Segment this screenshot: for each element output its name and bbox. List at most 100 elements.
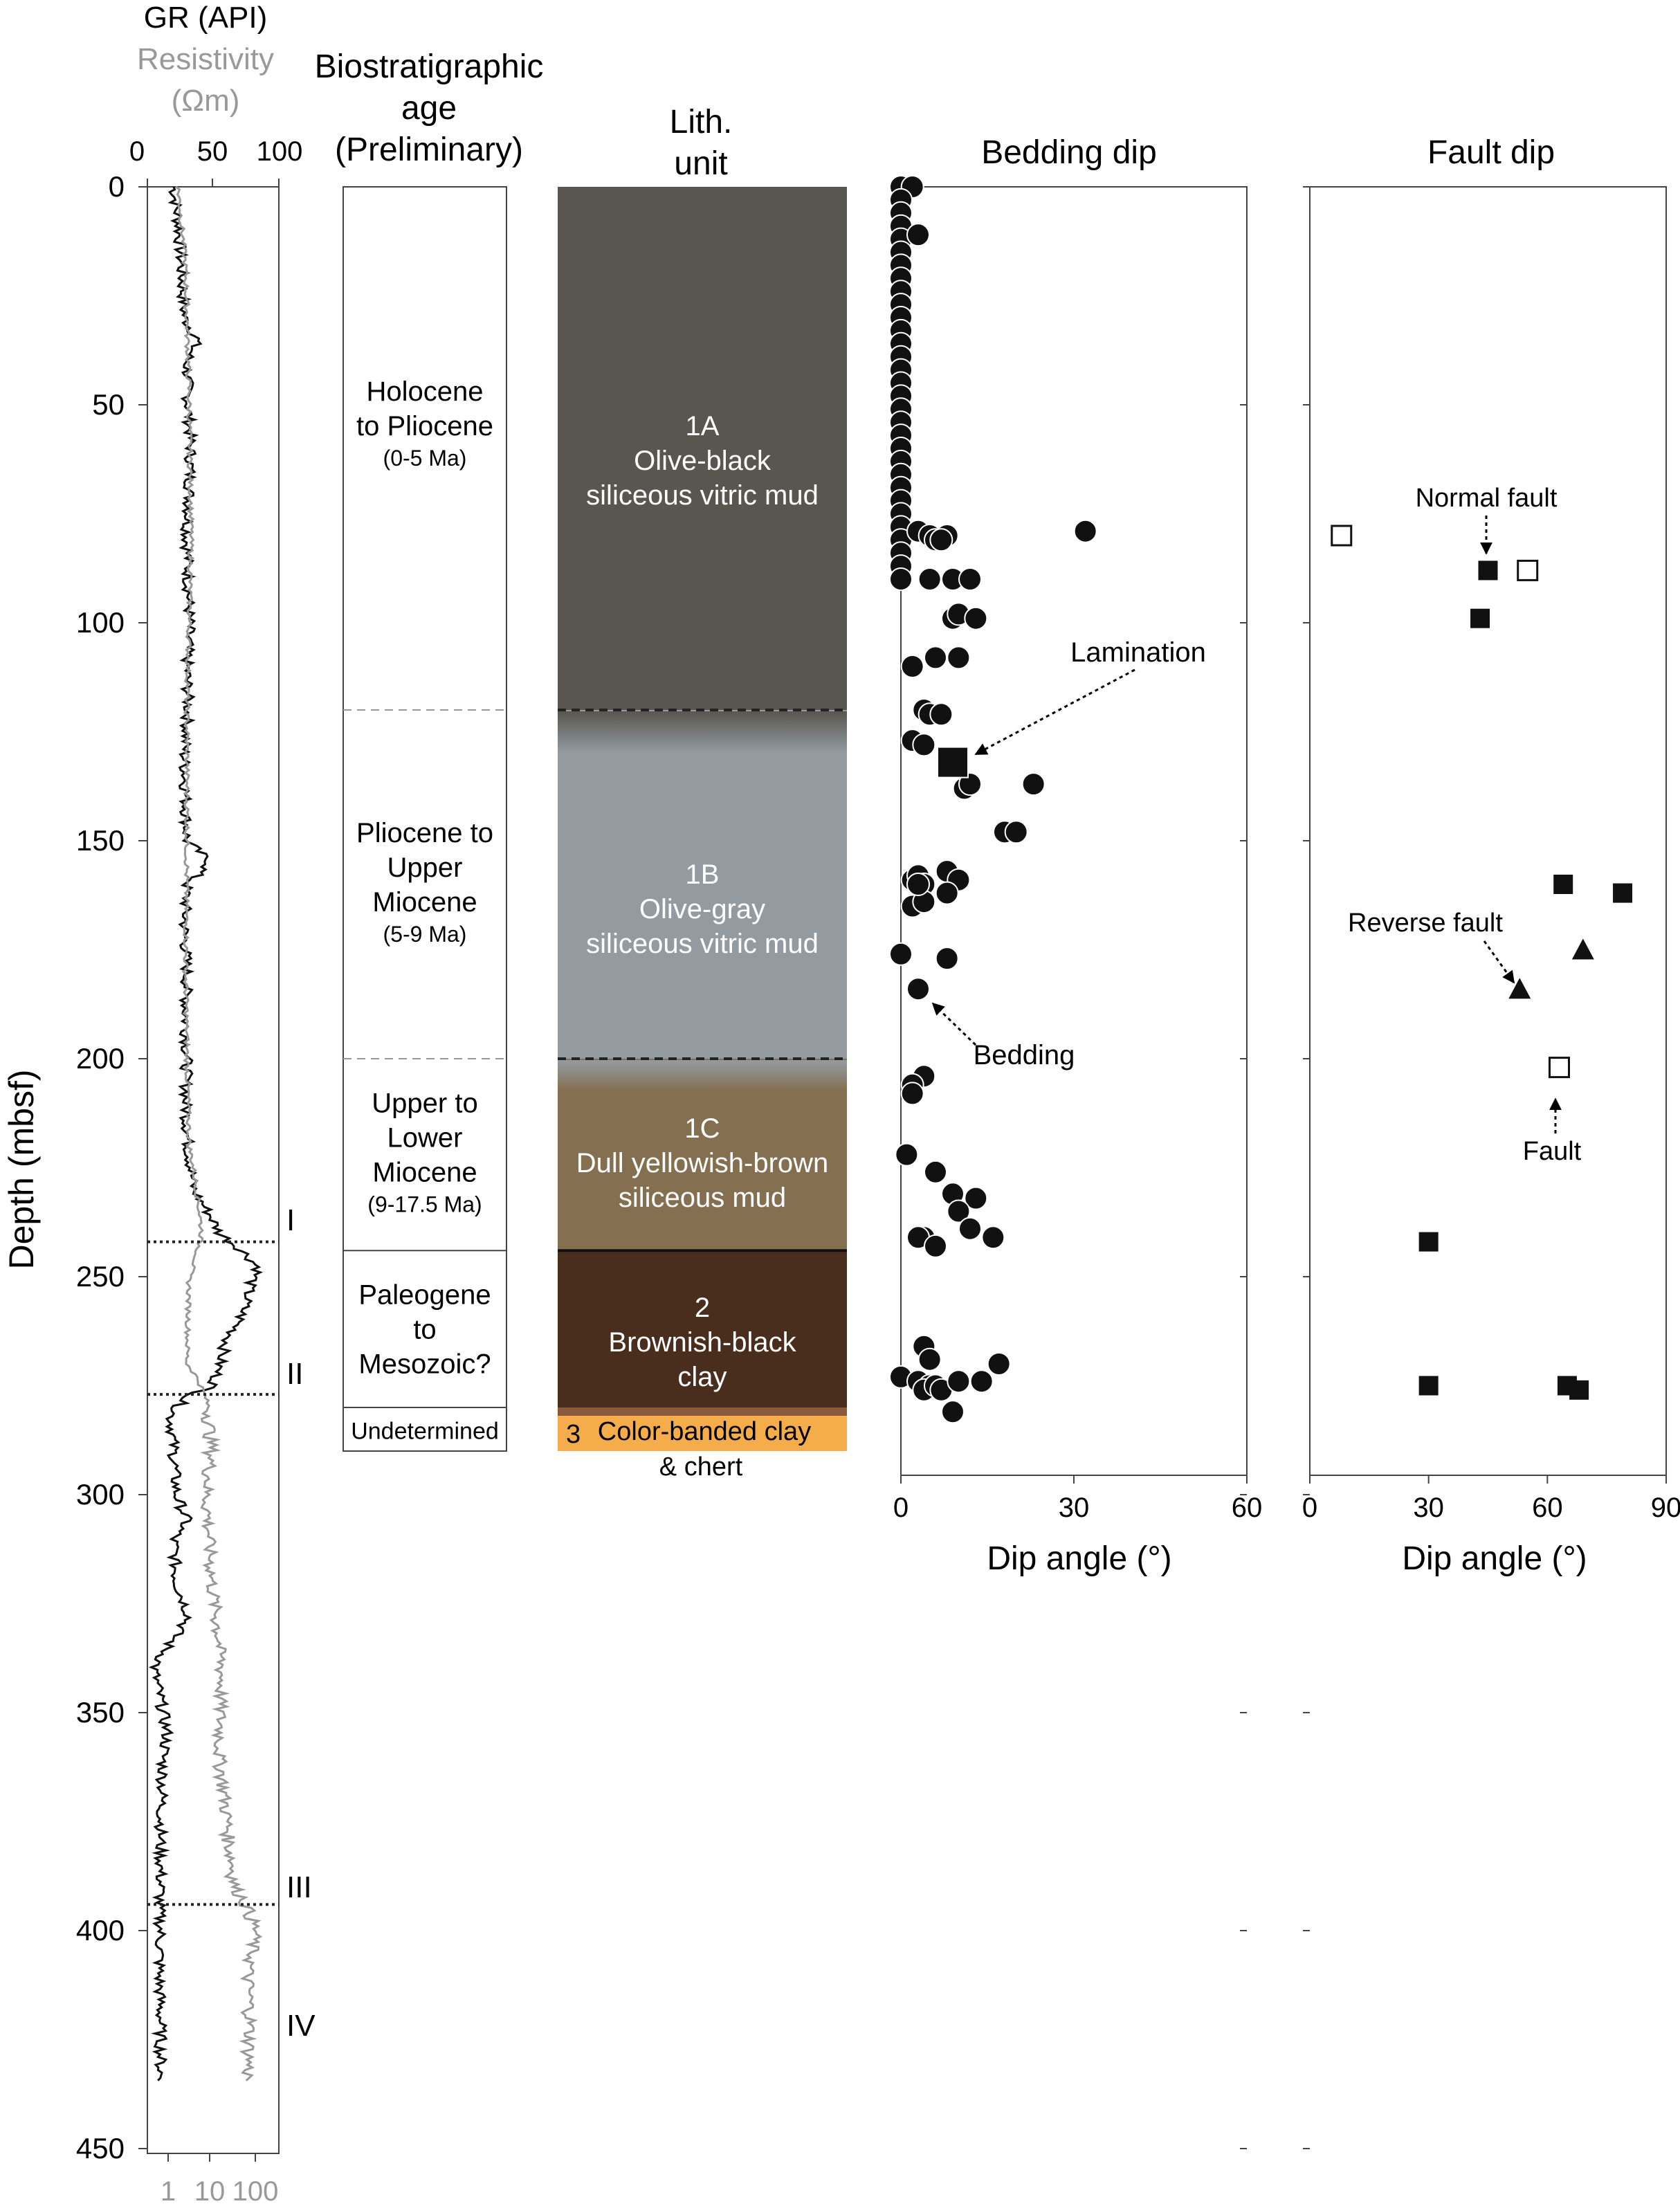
reverse-fault-annotation: Reverse fault — [1348, 909, 1515, 984]
depth-tick-label: 100 — [76, 606, 125, 639]
lith-unit-label: Olive-gray — [639, 894, 765, 924]
fault-x-tick-label: 0 — [1302, 1493, 1317, 1523]
bedding-point — [935, 881, 959, 905]
bedding-point — [958, 1216, 982, 1241]
bedding-points — [889, 175, 1097, 1424]
lith-unit-label: Dull yellowish-brown — [576, 1148, 829, 1178]
bedding-point — [906, 223, 930, 247]
lamination-point — [937, 746, 969, 778]
fault-label: Fault — [1523, 1137, 1582, 1166]
reverse-fault-point — [1571, 938, 1594, 960]
bedding-point — [964, 1186, 988, 1210]
bedding-point — [1021, 772, 1046, 796]
age-label: Pliocene to — [356, 818, 493, 848]
reverse-fault-point — [1508, 978, 1531, 999]
lith-unit-id: 1B — [686, 859, 720, 890]
bedding-point — [947, 646, 971, 670]
lith-unit-label: Color-banded clay — [598, 1417, 811, 1446]
lith-title: unit — [674, 145, 727, 182]
lith-transition — [558, 1060, 847, 1091]
bedding-frame — [900, 186, 1248, 1476]
fault-xlabel: Dip angle (°) — [1402, 1540, 1587, 1577]
lith-unit-label: & chert — [659, 1452, 743, 1482]
lith-transition — [558, 711, 847, 753]
lith-unit-label: clay — [677, 1362, 727, 1392]
bedding-point — [1004, 820, 1028, 844]
bedding-point — [1073, 519, 1097, 543]
bedding-point — [941, 1400, 965, 1424]
bedding-point — [947, 1369, 971, 1394]
age-range: (0-5 Ma) — [383, 446, 467, 471]
lith-unit-label: siliceous mud — [619, 1183, 786, 1213]
lith-panel: Lith. unit 1A Olive-black siliceous vitric… — [558, 104, 847, 1482]
bedding-title: Bedding dip — [981, 134, 1157, 171]
bedding-point — [958, 772, 982, 796]
normal-fault-annotation: Normal fault — [1416, 484, 1558, 555]
boundary-label: III — [286, 1870, 312, 1904]
depth-tick-label: 300 — [76, 1478, 125, 1511]
bedding-point — [906, 873, 930, 896]
depth-tick-label: 50 — [92, 388, 125, 421]
bedding-label: Bedding — [974, 1040, 1075, 1070]
lamination-label: Lamination — [1070, 637, 1206, 668]
age-label: Upper to — [372, 1088, 477, 1119]
res-tick-label: 1 — [161, 2176, 176, 2206]
bedding-point — [917, 1347, 942, 1371]
boundary-label: I — [286, 1203, 295, 1237]
fault-x-tick-label: 90 — [1651, 1493, 1680, 1523]
bedding-point — [912, 733, 936, 757]
lith-units: 1A Olive-black siliceous vitric mud 1B Olive… — [558, 187, 847, 1482]
fault-point — [1549, 1057, 1570, 1079]
depth-tick-label: 350 — [76, 1696, 125, 1729]
age-label: Undetermined — [351, 1419, 499, 1445]
age-label: Upper — [387, 853, 463, 883]
res-tick-label: 100 — [232, 2176, 279, 2206]
log-axis-ticks — [147, 179, 280, 2162]
resistivity-title: Resistivity — [137, 42, 274, 76]
bedding-point — [964, 606, 988, 630]
bedding-point — [889, 567, 913, 591]
bedding-arrow — [931, 1002, 977, 1046]
bedding-x-tick-label: 0 — [893, 1493, 909, 1523]
age-range: (5-9 Ma) — [383, 922, 467, 947]
normal-fault-point — [1478, 560, 1498, 581]
age-frame — [343, 186, 507, 1452]
bedding-point — [947, 1199, 971, 1223]
fault-axis: 0 30 60 90 — [1302, 186, 1680, 2149]
lith-unit-id: 3 — [566, 1420, 581, 1449]
normal-fault-point — [1553, 875, 1573, 894]
bedding-point — [889, 942, 913, 966]
bedding-point — [917, 567, 942, 591]
fault-point — [1517, 559, 1539, 581]
fault-points — [1331, 525, 1633, 1400]
age-label: Holocene — [366, 376, 483, 407]
bedding-x-tick-label: 30 — [1059, 1493, 1090, 1523]
bedding-point — [900, 655, 924, 678]
normal-fault-point — [1613, 883, 1633, 903]
res-tick-label: 10 — [194, 2176, 226, 2206]
lith-unit-1A — [558, 187, 847, 710]
age-panel: Biostratigraphic age (Preliminary) Holoc… — [315, 48, 543, 1452]
resistivity-unit: (Ωm) — [172, 84, 240, 118]
age-label: Mesozoic? — [358, 1349, 491, 1380]
lith-unit-label: siliceous vitric mud — [586, 480, 819, 511]
lith-unit-1B — [558, 710, 847, 1059]
lith-unit-label: siliceous vitric mud — [586, 929, 819, 959]
fault-x-tick-label: 30 — [1413, 1493, 1444, 1523]
age-label: Paleogene — [358, 1280, 491, 1311]
boundary-label: IV — [286, 2009, 316, 2043]
bedding-point — [895, 1142, 919, 1167]
bedding-point — [987, 1352, 1011, 1376]
fault-annotation: Fault — [1523, 1097, 1582, 1166]
normal-fault-point — [1418, 1376, 1439, 1396]
depth-tick-label: 250 — [76, 1260, 125, 1293]
lith-unit-label: Brownish-black — [608, 1327, 796, 1358]
bedding-point — [900, 1082, 924, 1106]
normal-fault-point — [1569, 1380, 1589, 1400]
log-frame — [147, 186, 280, 2154]
gr-tick-label: 0 — [129, 136, 145, 167]
fault-panel: Fault dip 0 30 60 90 Dip angle (°) Normal f… — [1302, 134, 1680, 2149]
lith-band — [558, 1407, 847, 1416]
depth-axis: 0 50 100 150 200 250 300 350 400 450 — [76, 170, 147, 2164]
